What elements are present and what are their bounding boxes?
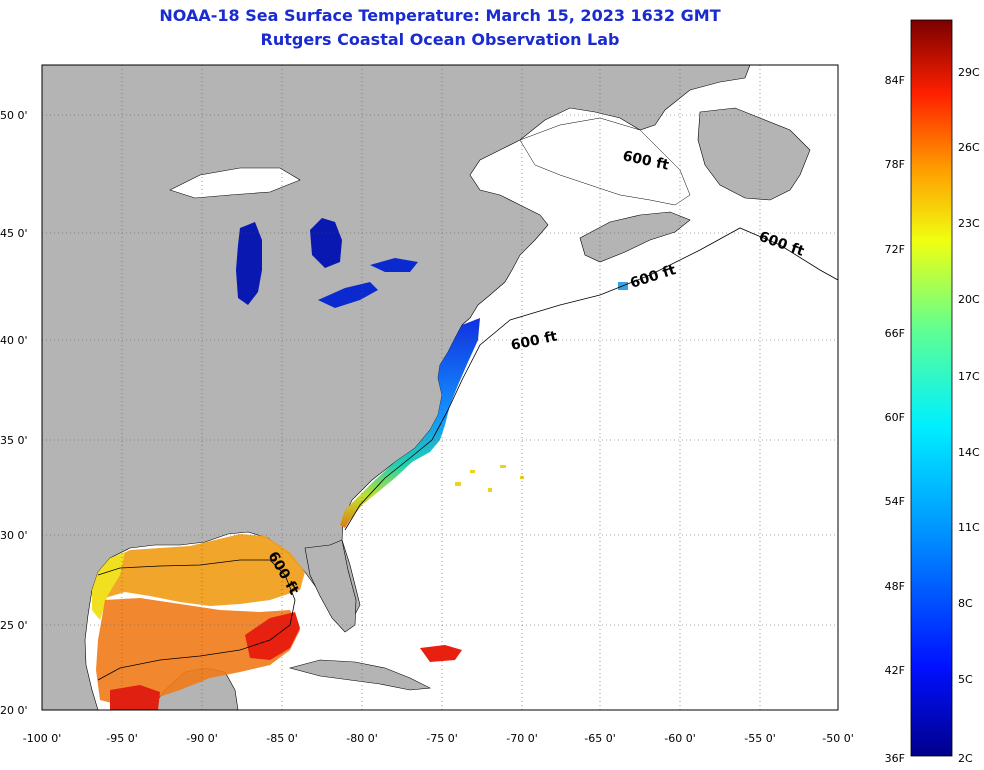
cb-label-f: 48F (885, 580, 905, 593)
cb-label-f: 36F (885, 752, 905, 765)
lon-label: -75 0' (426, 732, 458, 745)
isobath-600ft-line (97, 227, 838, 681)
cb-label-c: 14C (958, 446, 980, 459)
lat-label: 20 0' (0, 704, 28, 717)
cb-label-c: 23C (958, 217, 980, 230)
lon-label: -100 0' (23, 732, 61, 745)
lon-label: -95 0' (106, 732, 138, 745)
longitude-labels: -100 0' -95 0' -90 0' -85 0' -80 0' -75 … (23, 732, 854, 745)
sst-gulf-warm-north (98, 534, 305, 606)
colorbar: 84F 78F 72F 66F 60F 54F 48F 42F 36F 29C … (885, 19, 980, 765)
lat-label: 45 0' (0, 227, 28, 240)
colorbar-celsius-labels: 29C 26C 23C 20C 17C 14C 11C 8C 5C 2C (958, 66, 980, 765)
land-nova-scotia (579, 211, 691, 263)
cb-label-c: 5C (958, 673, 973, 686)
cb-label-f: 84F (885, 74, 905, 87)
lat-label: 25 0' (0, 619, 28, 632)
sst-gulf-red-loop (245, 612, 300, 660)
cb-label-c: 17C (958, 370, 980, 383)
cb-label-c: 11C (958, 521, 980, 534)
lat-label: 30 0' (0, 529, 28, 542)
colorbar-fahrenheit-labels: 84F 78F 72F 66F 60F 54F 48F 42F 36F (885, 74, 905, 765)
lat-label: 50 0' (0, 109, 28, 122)
map-subtitle: Rutgers Coastal Ocean Observation Lab (260, 30, 620, 49)
lon-label: -70 0' (506, 732, 538, 745)
cb-label-f: 72F (885, 243, 905, 256)
cb-label-c: 29C (958, 66, 980, 79)
cb-label-f: 54F (885, 495, 905, 508)
cb-label-f: 42F (885, 664, 905, 677)
cb-label-c: 26C (958, 141, 980, 154)
cb-label-c: 20C (958, 293, 980, 306)
map-frame (41, 64, 839, 711)
lon-label: -55 0' (744, 732, 776, 745)
latitude-labels: 50 0' 45 0' 40 0' 35 0' 30 0' 25 0' 20 0… (0, 109, 28, 717)
sst-east-coast-band (340, 318, 480, 528)
land-cuba (288, 659, 432, 691)
cb-label-f: 60F (885, 411, 905, 424)
graticule (42, 65, 838, 710)
cb-label-c: 2C (958, 752, 973, 765)
lon-label: -90 0' (186, 732, 218, 745)
lon-label: -50 0' (822, 732, 854, 745)
gulf-st-lawrence (519, 117, 691, 206)
lon-label: -80 0' (346, 732, 378, 745)
lat-label: 40 0' (0, 334, 28, 347)
cb-label-f: 66F (885, 327, 905, 340)
colorbar-gradient (910, 19, 953, 757)
great-lakes (169, 167, 418, 308)
cb-label-f: 78F (885, 158, 905, 171)
lon-label: -85 0' (266, 732, 298, 745)
sst-caribbean-red (110, 685, 160, 710)
map-title: NOAA-18 Sea Surface Temperature: March 1… (159, 6, 721, 25)
sst-bahamas-red (420, 645, 462, 662)
cb-label-c: 8C (958, 597, 973, 610)
lat-label: 35 0' (0, 434, 28, 447)
lon-label: -60 0' (664, 732, 696, 745)
lon-label: -65 0' (584, 732, 616, 745)
